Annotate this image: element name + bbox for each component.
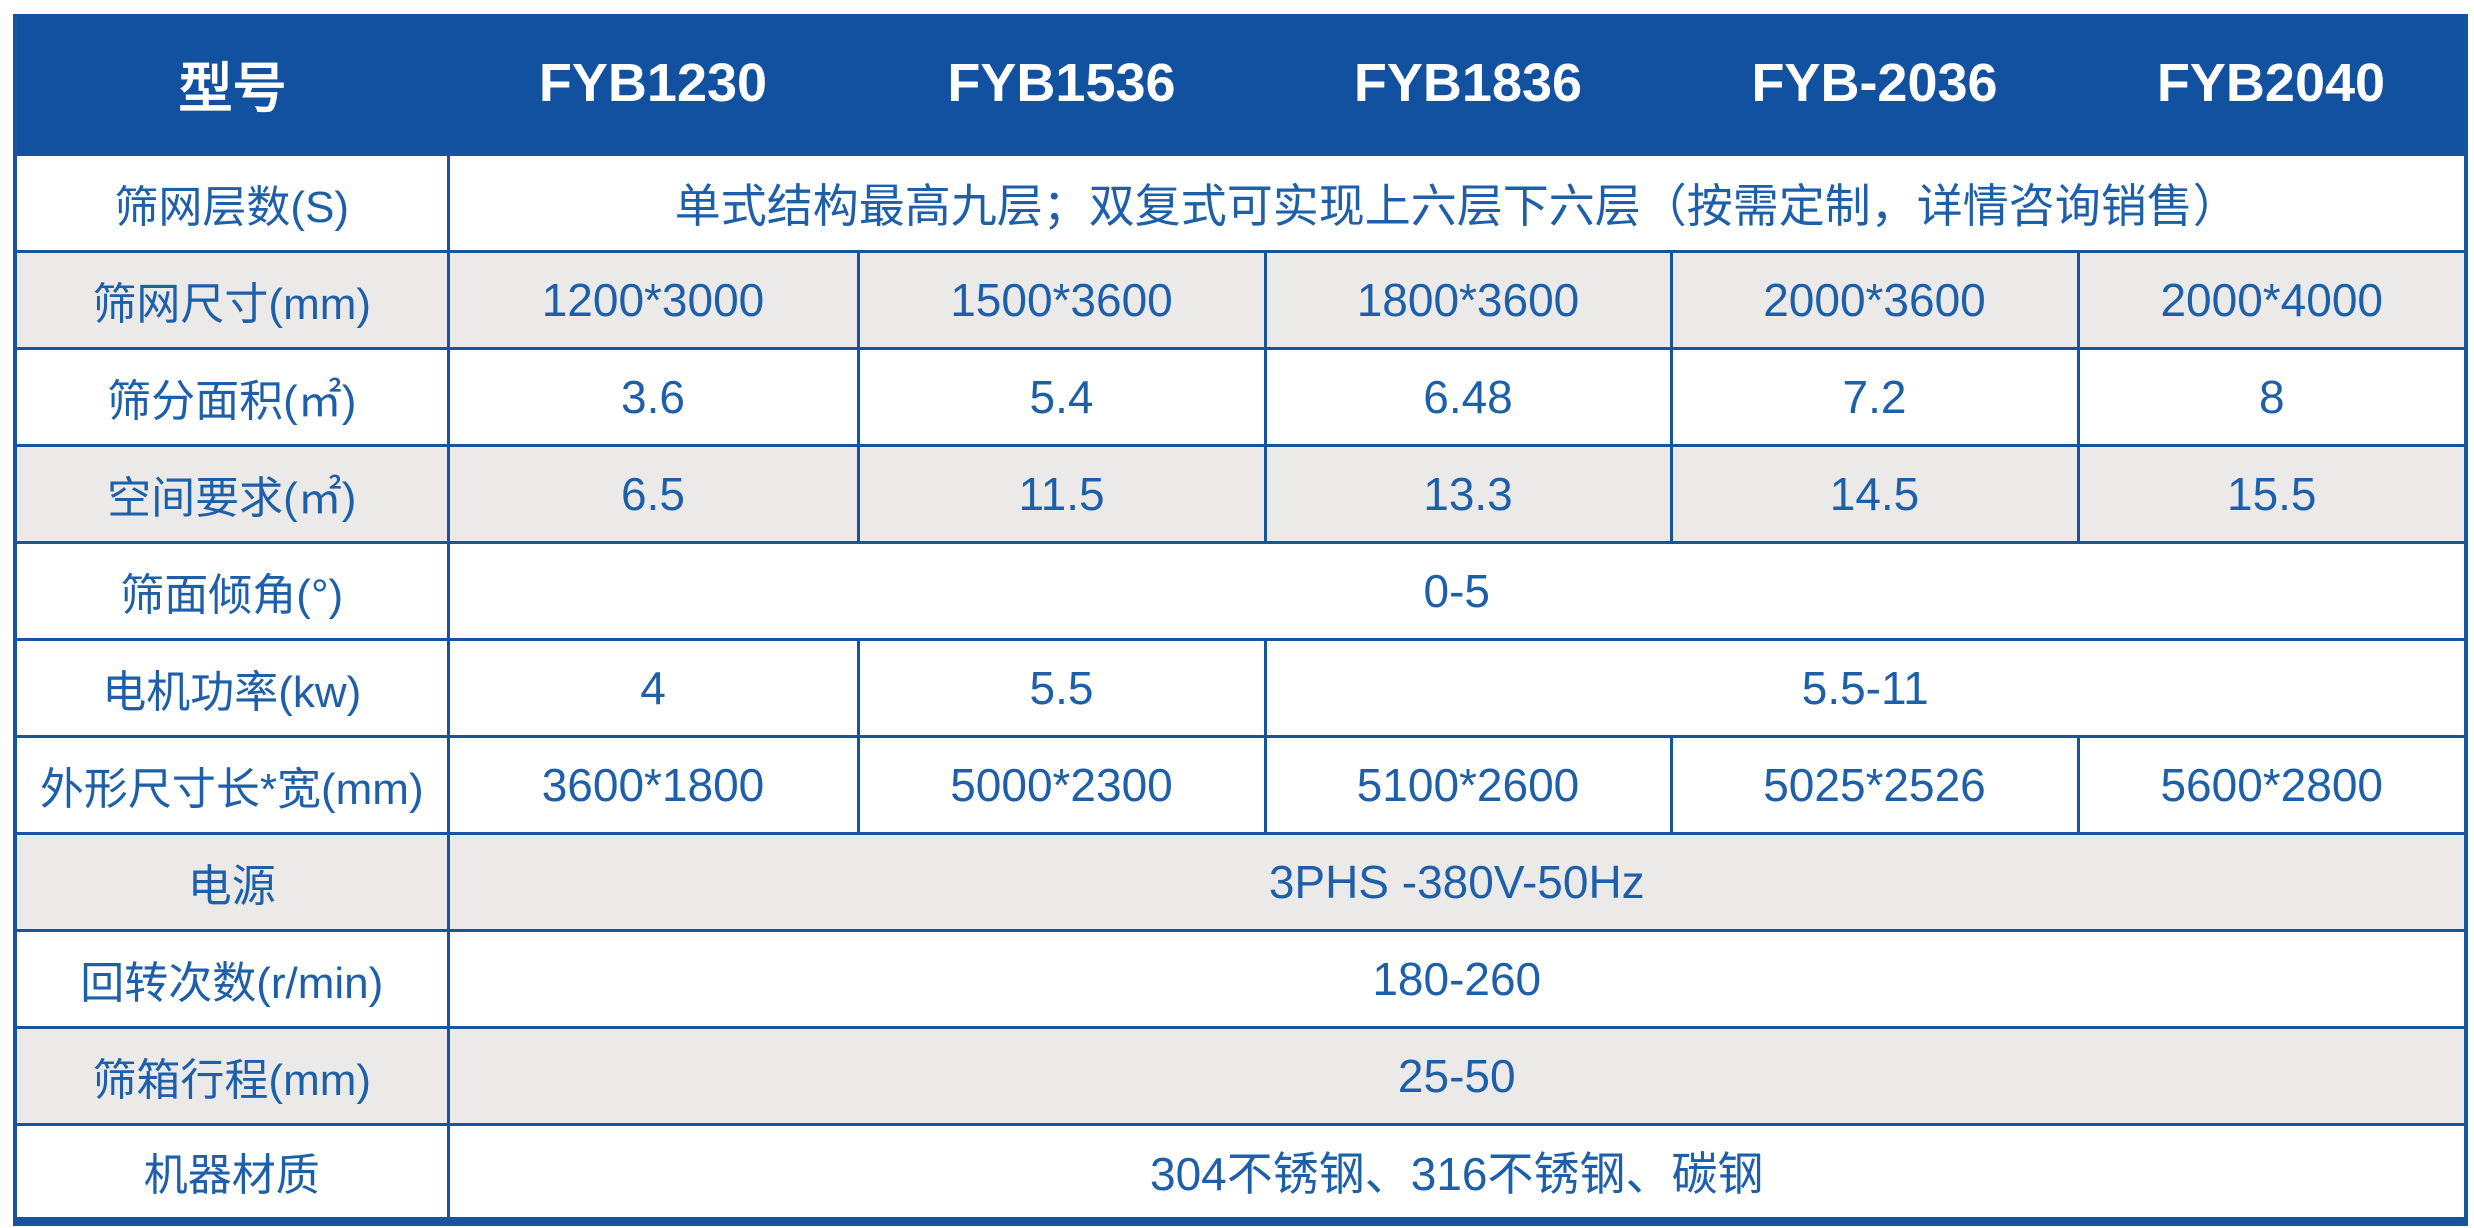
merged-value-cell: 5.5-11 — [1263, 637, 2468, 738]
header-model-cell: FYB1230 — [448, 14, 858, 154]
value-cell: 13.3 — [1263, 443, 1673, 544]
value-cell: 14.5 — [1669, 443, 2080, 544]
row-label: 筛网尺寸(mm) — [13, 249, 450, 350]
value-cell: 5100*2600 — [1263, 734, 1673, 835]
merged-value-cell: 0-5 — [446, 540, 2468, 641]
merged-value-cell: 单式结构最高九层；双复式可实现上六层下六层（按需定制，详情咨询销售） — [446, 152, 2468, 253]
value-cell: 5025*2526 — [1669, 734, 2080, 835]
table-row-machine-material: 机器材质 304不锈钢、316不锈钢、碳钢 — [13, 1122, 2468, 1223]
merged-value-cell: 180-260 — [446, 928, 2468, 1029]
value-cell: 5000*2300 — [856, 734, 1267, 835]
table-row-screen-size: 筛网尺寸(mm) 1200*3000 1500*3600 1800*3600 2… — [13, 249, 2468, 350]
value-cell: 1200*3000 — [446, 249, 860, 350]
row-label: 电源 — [13, 831, 450, 932]
value-cell: 2000*3600 — [1669, 249, 2080, 350]
value-cell: 3600*1800 — [446, 734, 860, 835]
row-label: 机器材质 — [13, 1122, 450, 1223]
table-row-overall-dimensions: 外形尺寸长*宽(mm) 3600*1800 5000*2300 5100*260… — [13, 734, 2468, 835]
value-cell: 5.5 — [856, 637, 1267, 738]
value-cell: 5.4 — [856, 346, 1267, 447]
value-cell: 4 — [446, 637, 860, 738]
table-row-box-stroke: 筛箱行程(mm) 25-50 — [13, 1025, 2468, 1126]
row-label: 筛分面积(㎡) — [13, 346, 450, 447]
spec-table: 型号 FYB1230 FYB1536 FYB1836 FYB-2036 FYB2… — [13, 14, 2468, 1226]
table-row-screen-area: 筛分面积(㎡) 3.6 5.4 6.48 7.2 8 — [13, 346, 2468, 447]
header-model-cell: FYB-2036 — [1671, 14, 2078, 154]
merged-value-cell: 304不锈钢、316不锈钢、碳钢 — [446, 1122, 2468, 1223]
row-label: 空间要求(㎡) — [13, 443, 450, 544]
merged-value-cell: 3PHS -380V-50Hz — [446, 831, 2468, 932]
merged-value-cell: 25-50 — [446, 1025, 2468, 1126]
row-label: 电机功率(kw) — [13, 637, 450, 738]
table-row-space-requirement: 空间要求(㎡) 6.5 11.5 13.3 14.5 15.5 — [13, 443, 2468, 544]
header-model-cell: FYB2040 — [2078, 14, 2466, 154]
row-label: 筛网层数(S) — [13, 152, 450, 253]
header-model-cell: FYB1536 — [858, 14, 1265, 154]
table-row-power-supply: 电源 3PHS -380V-50Hz — [13, 831, 2468, 932]
table-row-motor-power: 电机功率(kw) 4 5.5 5.5-11 — [13, 637, 2468, 738]
value-cell: 2000*4000 — [2076, 249, 2468, 350]
value-cell: 1500*3600 — [856, 249, 1267, 350]
value-cell: 6.5 — [446, 443, 860, 544]
row-label: 回转次数(r/min) — [13, 928, 450, 1029]
header-model-cell: FYB1836 — [1265, 14, 1671, 154]
value-cell: 8 — [2076, 346, 2468, 447]
table-row-deck-count: 筛网层数(S) 单式结构最高九层；双复式可实现上六层下六层（按需定制，详情咨询销… — [13, 152, 2468, 253]
table-row-incline-angle: 筛面倾角(°) 0-5 — [13, 540, 2468, 641]
value-cell: 6.48 — [1263, 346, 1673, 447]
value-cell: 15.5 — [2076, 443, 2468, 544]
value-cell: 11.5 — [856, 443, 1267, 544]
value-cell: 1800*3600 — [1263, 249, 1673, 350]
header-label: 型号 — [15, 14, 448, 154]
row-label: 外形尺寸长*宽(mm) — [13, 734, 450, 835]
value-cell: 7.2 — [1669, 346, 2080, 447]
table-row-rotation-speed: 回转次数(r/min) 180-260 — [13, 928, 2468, 1029]
value-cell: 3.6 — [446, 346, 860, 447]
header-row: 型号 FYB1230 FYB1536 FYB1836 FYB-2036 FYB2… — [15, 14, 2466, 154]
row-label: 筛箱行程(mm) — [13, 1025, 450, 1126]
row-label: 筛面倾角(°) — [13, 540, 450, 641]
value-cell: 5600*2800 — [2076, 734, 2468, 835]
